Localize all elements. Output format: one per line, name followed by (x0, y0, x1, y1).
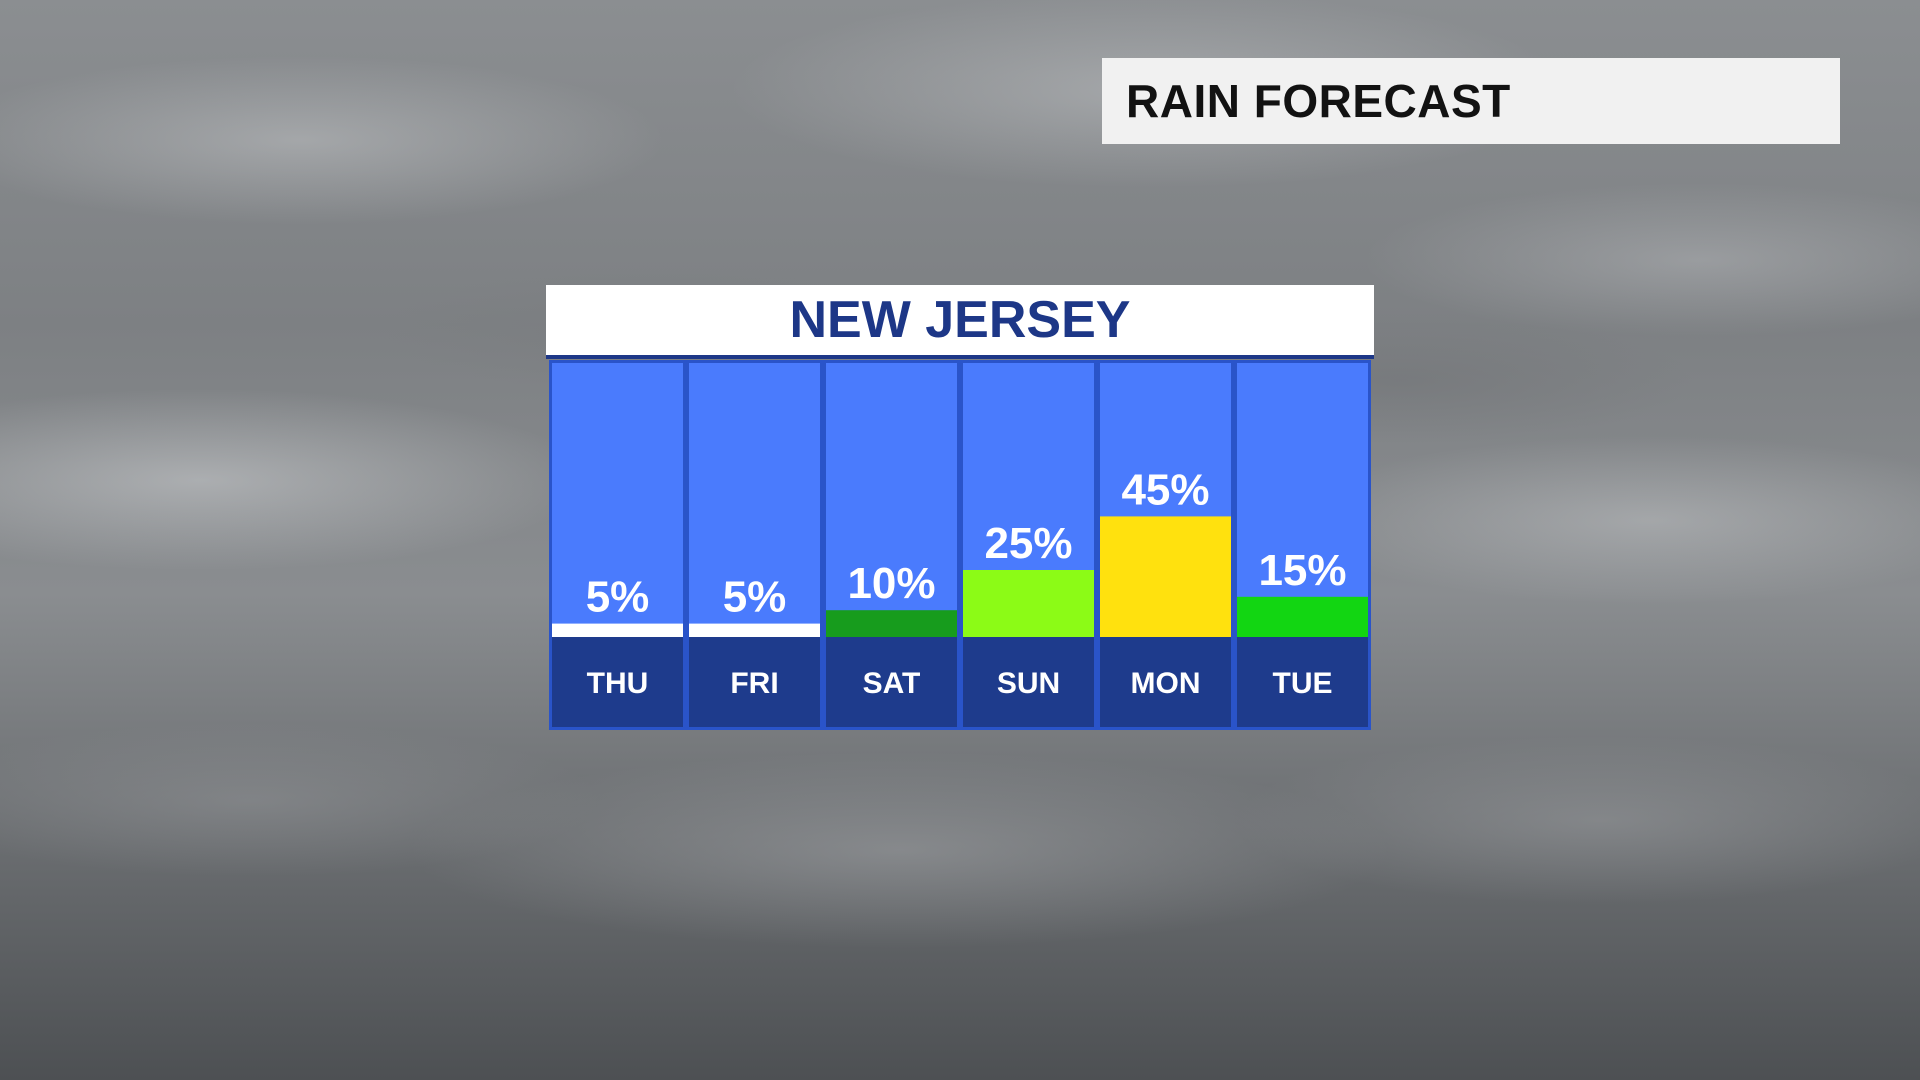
bar-sat (826, 610, 957, 637)
column-border-mon (1097, 360, 1234, 730)
day-band-sun (963, 637, 1094, 727)
value-label-sat: 10% (847, 559, 935, 608)
panel-header: NEW JERSEY (546, 285, 1374, 359)
rain-chance-bar-chart: 5% THU 5% FRI 10% SAT 25% SUN 45% MON 15% TUE (549, 360, 1371, 730)
value-label-sun: 25% (984, 519, 1072, 568)
day-band-sat (826, 637, 957, 727)
page-title: RAIN FORECAST (1126, 75, 1511, 127)
day-band-mon (1100, 637, 1231, 727)
column-background-tue (1237, 363, 1368, 637)
column-background-sat (826, 363, 957, 637)
column-border-sun (960, 360, 1097, 730)
rain-forecast-title-box: RAIN FORECAST (1102, 58, 1840, 144)
bar-mon (1100, 516, 1231, 637)
day-label-sun: SUN (997, 667, 1060, 700)
column-border-thu (549, 360, 686, 730)
day-band-tue (1237, 637, 1368, 727)
day-label-mon: MON (1131, 667, 1201, 700)
day-band-thu (552, 637, 683, 727)
day-band-fri (689, 637, 820, 727)
bar-tue (1237, 596, 1368, 637)
forecast-panel: NEW JERSEY 5% THU 5% FRI 10% SAT 25% SUN 45% MON 1… (546, 285, 1374, 793)
day-label-thu: THU (587, 667, 649, 700)
column-background-thu (552, 363, 683, 637)
bar-fri (689, 623, 820, 637)
column-border-fri (686, 360, 823, 730)
value-label-thu: 5% (586, 573, 650, 622)
day-label-sat: SAT (863, 667, 921, 700)
value-label-fri: 5% (723, 573, 787, 622)
day-label-tue: TUE (1273, 667, 1333, 700)
day-label-fri: FRI (730, 667, 778, 700)
panel-title: NEW JERSEY (789, 291, 1131, 349)
bar-sun (963, 570, 1094, 637)
column-border-tue (1234, 360, 1371, 730)
bar-thu (552, 623, 683, 637)
column-border-sat (823, 360, 960, 730)
value-label-mon: 45% (1121, 465, 1209, 514)
value-label-tue: 15% (1258, 546, 1346, 595)
column-background-fri (689, 363, 820, 637)
